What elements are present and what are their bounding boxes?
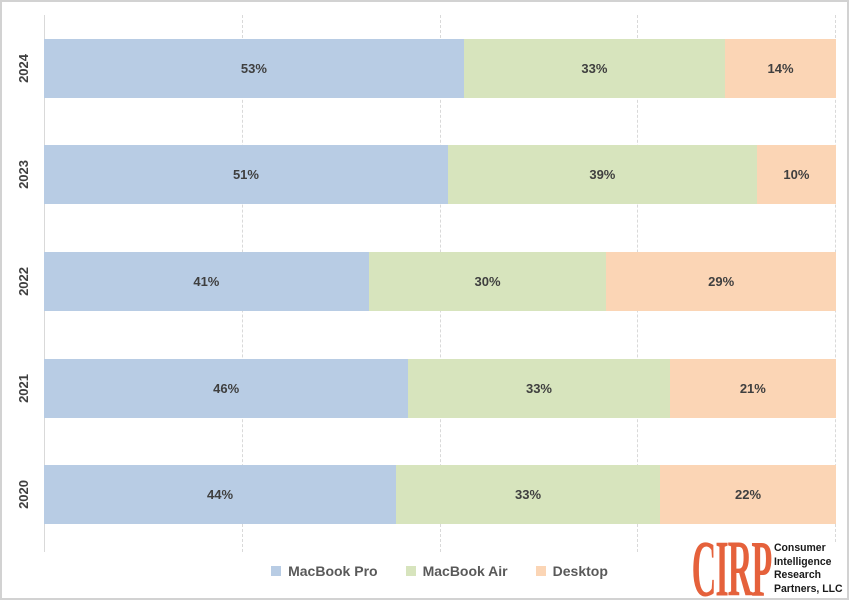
bar-segment-macbook-pro: 51%: [44, 145, 448, 205]
y-axis-label-text: 2020: [15, 480, 31, 510]
stacked-bar-2020: 44% 33% 22%: [44, 465, 836, 525]
bar-value-label: 21%: [739, 380, 766, 396]
bar-segment-desktop: 22%: [660, 465, 836, 525]
bar-segment-macbook-air: 33%: [396, 465, 660, 525]
chart-row-2023: 2023 51% 39% 10%: [2, 122, 836, 229]
legend-item-macbook-air: MacBook Air: [405, 563, 508, 579]
cirp-logo: CIRP Consumer Intelligence Research Part…: [651, 524, 846, 600]
y-axis-label-text: 2021: [15, 373, 31, 403]
y-axis-label: 2023: [2, 122, 44, 229]
bar-segment-desktop: 14%: [725, 38, 836, 98]
y-axis-label: 2021: [2, 335, 44, 442]
legend: MacBook Pro MacBook Air Desktop: [44, 563, 835, 579]
chart-row-2022: 2022 41% 30% 29%: [2, 228, 836, 335]
legend-label: MacBook Air: [422, 563, 508, 579]
legend-label: MacBook Pro: [288, 563, 378, 579]
bar-segment-macbook-air: 33%: [408, 358, 670, 418]
stacked-bar-2023: 51% 39% 10%: [44, 145, 836, 205]
legend-item-macbook-pro: MacBook Pro: [271, 563, 378, 579]
cirp-logo-line: Consumer: [773, 542, 826, 554]
chart-row-2024: 2024 53% 33% 14%: [2, 15, 836, 122]
stacked-bar-2024: 53% 33% 14%: [44, 38, 836, 98]
bar-value-label: 53%: [240, 60, 267, 76]
legend-swatch: [271, 566, 282, 576]
chart-row-2020: 2020 44% 33% 22%: [2, 441, 836, 548]
plot-area: 2024 53% 33% 14% 2023 51% 39% 10% 2022 41% 30% 29% 2…: [2, 15, 836, 552]
stacked-bar-2021: 46% 33% 21%: [44, 358, 836, 418]
cirp-logo-text: Consumer Intelligence Research Partners,…: [774, 542, 843, 598]
y-axis-label: 2022: [2, 228, 44, 335]
legend-label: Desktop: [552, 563, 608, 579]
bar-segment-macbook-pro: 41%: [44, 251, 369, 311]
bar-segment-macbook-air: 30%: [368, 251, 607, 311]
bar-segment-macbook-pro: 53%: [44, 38, 464, 98]
bar-value-label: 51%: [232, 167, 259, 183]
chart-rows: 2024 53% 33% 14% 2023 51% 39% 10% 2022 41% 30% 29% 2…: [2, 15, 836, 548]
bar-value-label: 33%: [581, 60, 608, 76]
legend-item-desktop: Desktop: [535, 563, 608, 579]
bar-value-label: 41%: [193, 273, 220, 289]
bar-segment-macbook-pro: 46%: [44, 358, 409, 418]
bar-value-label: 30%: [474, 273, 501, 289]
y-axis-label-text: 2023: [15, 160, 31, 190]
bar-segment-desktop: 29%: [606, 251, 836, 311]
bar-segment-macbook-air: 33%: [463, 38, 726, 98]
cirp-logo-line: Intelligence: [773, 555, 832, 568]
y-axis-label: 2024: [2, 15, 44, 122]
bar-value-label: 10%: [783, 167, 810, 183]
bar-value-label: 33%: [514, 487, 542, 503]
y-axis-label-text: 2024: [15, 53, 31, 83]
cirp-logo-abbr: CIRP: [691, 524, 772, 600]
legend-swatch: [535, 566, 546, 576]
bar-segment-desktop: 21%: [669, 358, 836, 418]
bar-value-label: 33%: [525, 380, 552, 396]
y-axis-label-text: 2022: [15, 267, 31, 296]
bar-value-label: 39%: [589, 167, 616, 183]
bar-segment-macbook-air: 39%: [447, 145, 757, 205]
bar-value-label: 14%: [767, 60, 794, 76]
cirp-logo-line: Research: [773, 569, 821, 581]
stacked-bar-2022: 41% 30% 29%: [44, 251, 836, 311]
bar-value-label: 22%: [734, 487, 762, 503]
chart-row-2021: 2021 46% 33% 21%: [2, 335, 836, 442]
bar-segment-desktop: 10%: [756, 145, 836, 205]
legend-swatch: [405, 566, 416, 576]
bar-value-label: 46%: [213, 380, 240, 396]
bar-value-label: 44%: [206, 487, 234, 503]
y-axis-label: 2020: [2, 441, 44, 548]
cirp-logo-line: Partners, LLC: [773, 582, 843, 595]
bar-value-label: 29%: [708, 273, 735, 289]
bar-segment-macbook-pro: 44%: [44, 465, 396, 525]
